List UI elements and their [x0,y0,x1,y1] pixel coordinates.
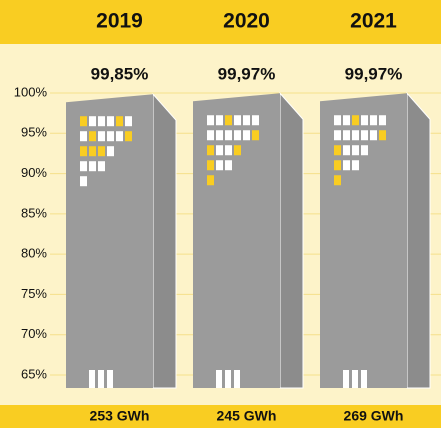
building-side [152,92,177,389]
building-side [279,91,304,389]
window [225,115,232,126]
window [343,130,350,141]
window [234,115,241,126]
category-label: 2021 [350,10,397,33]
window [207,145,214,156]
window [361,145,368,156]
window [334,115,341,126]
window [234,145,241,156]
window [216,160,223,171]
y-tick-label: 65% [21,366,47,381]
building-front [193,93,280,389]
window [361,115,368,126]
value-label: 99,97% [345,64,403,83]
window [334,175,341,186]
window [352,160,359,171]
window [80,146,87,157]
window [80,176,87,187]
category-label: 2019 [96,10,143,33]
window [80,131,87,142]
window [216,145,223,156]
window [125,131,132,142]
header-band [0,0,441,44]
y-tick-label: 85% [21,205,47,220]
window [334,160,341,171]
building-side [406,91,431,389]
window [252,115,259,126]
window [89,116,96,127]
value-label: 99,97% [218,64,276,83]
window [252,130,259,141]
window [107,131,114,142]
window [334,130,341,141]
window [98,146,105,157]
y-tick-label: 90% [21,165,47,180]
window [216,115,223,126]
door [216,370,222,388]
window [89,161,96,172]
window [343,115,350,126]
window [80,116,87,127]
window [379,115,386,126]
window [225,130,232,141]
window [107,116,114,127]
y-tick-label: 80% [21,246,47,261]
window [334,145,341,156]
window [116,131,123,142]
y-tick-label: 70% [21,326,47,341]
door [234,370,240,388]
y-tick-label: 75% [21,286,47,301]
category-label: 2020 [223,10,270,33]
door [361,370,367,388]
window [225,145,232,156]
window [361,130,368,141]
window [243,130,250,141]
building-front [320,93,407,389]
window [207,115,214,126]
window [207,160,214,171]
door [89,370,95,388]
window [125,116,132,127]
door [343,370,349,388]
window [216,130,223,141]
footer-label: 269 GWh [344,408,404,424]
window [352,130,359,141]
window [243,115,250,126]
footer-band [0,405,441,428]
window [89,131,96,142]
window [116,116,123,127]
window [207,130,214,141]
window [89,146,96,157]
window [98,131,105,142]
window [343,160,350,171]
window [80,161,87,172]
window [352,145,359,156]
window [370,130,377,141]
y-tick-label: 95% [21,125,47,140]
footer-label: 245 GWh [217,408,277,424]
window [352,115,359,126]
y-tick-label: 100% [14,84,48,99]
door [225,370,231,388]
window [98,116,105,127]
building-front [66,94,153,389]
window [225,160,232,171]
window [234,130,241,141]
door [107,370,113,388]
window [107,146,114,157]
window [370,115,377,126]
door [352,370,358,388]
door [98,370,104,388]
window [98,161,105,172]
window [207,175,214,186]
footer-label: 253 GWh [90,408,150,424]
window [379,130,386,141]
value-label: 99,85% [91,64,149,83]
window [343,145,350,156]
